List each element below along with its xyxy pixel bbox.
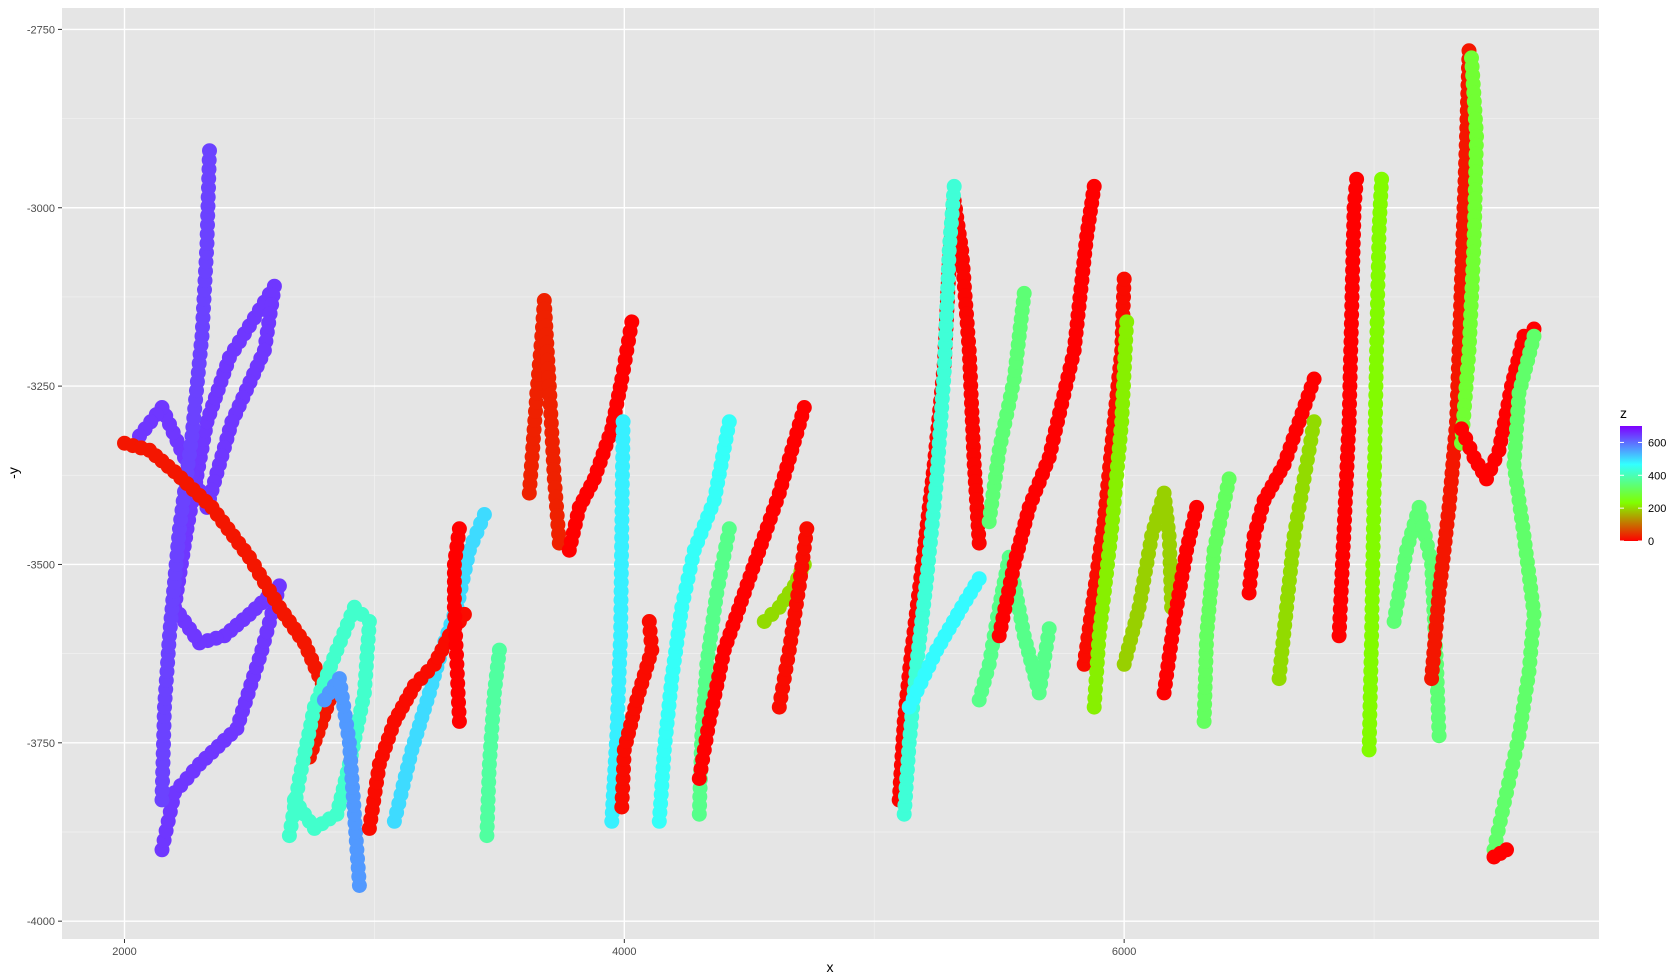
y-tick-label: -3750 bbox=[27, 738, 55, 750]
data-point bbox=[624, 314, 640, 330]
x-axis-title: x bbox=[827, 959, 834, 975]
data-point bbox=[1526, 328, 1542, 344]
legend-title: z bbox=[1620, 405, 1627, 421]
data-point bbox=[1086, 178, 1102, 194]
data-point bbox=[476, 507, 492, 522]
data-point bbox=[1189, 499, 1205, 515]
data-point bbox=[1306, 414, 1322, 430]
legend-tick-label: 200 bbox=[1648, 503, 1666, 515]
data-point bbox=[1499, 842, 1514, 858]
data-point bbox=[971, 535, 987, 551]
data-point bbox=[1221, 471, 1237, 487]
y-tick-label: -3250 bbox=[27, 381, 55, 393]
legend-tick-label: 600 bbox=[1648, 437, 1666, 449]
color-legend: z 0 200 400 600 bbox=[1620, 405, 1666, 548]
data-point bbox=[721, 521, 737, 537]
y-axis-title: -y bbox=[5, 467, 21, 479]
y-tick-label: -3000 bbox=[27, 203, 55, 215]
data-point bbox=[641, 614, 657, 629]
data-point bbox=[316, 692, 332, 708]
data-point bbox=[451, 521, 467, 537]
x-axis: 2000 4000 6000 bbox=[112, 939, 1136, 958]
data-point bbox=[1116, 271, 1132, 287]
data-point bbox=[1306, 371, 1322, 387]
data-point bbox=[1431, 728, 1447, 744]
legend-tick-label: 0 bbox=[1648, 536, 1654, 548]
data-point bbox=[796, 400, 812, 415]
x-tick-label: 6000 bbox=[1112, 946, 1136, 958]
y-axis: -4000 -3750 -3500 -3250 -3000 -2750 bbox=[27, 24, 62, 928]
data-point bbox=[1119, 314, 1135, 330]
data-point bbox=[202, 143, 217, 159]
data-point bbox=[721, 414, 737, 430]
y-tick-label: -4000 bbox=[27, 916, 55, 928]
data-point bbox=[946, 178, 962, 194]
data-point bbox=[491, 642, 507, 658]
data-point bbox=[1374, 171, 1390, 187]
data-point bbox=[799, 521, 815, 537]
data-points bbox=[117, 43, 1542, 893]
data-point bbox=[286, 792, 302, 808]
legend-ticks: 0 200 400 600 bbox=[1620, 437, 1666, 548]
data-point bbox=[1016, 285, 1032, 301]
legend-tick-label: 400 bbox=[1648, 470, 1666, 482]
y-tick-label: -2750 bbox=[27, 24, 55, 36]
x-tick-label: 2000 bbox=[112, 946, 136, 958]
x-tick-label: 4000 bbox=[612, 946, 636, 958]
legend-colorbar bbox=[1620, 426, 1642, 541]
data-point bbox=[971, 571, 987, 587]
data-point bbox=[1041, 621, 1057, 637]
data-point bbox=[615, 414, 631, 430]
data-point bbox=[1349, 171, 1365, 187]
y-tick-label: -3500 bbox=[27, 559, 55, 571]
